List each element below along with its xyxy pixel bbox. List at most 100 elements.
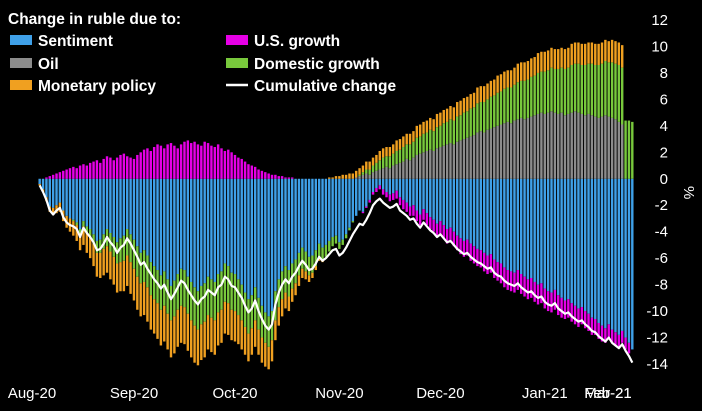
- bar-us-growth: [395, 190, 398, 199]
- bar-monetary-policy: [432, 119, 435, 132]
- bar-sentiment: [213, 178, 216, 282]
- bar-sentiment: [493, 178, 496, 260]
- bar-sentiment: [617, 178, 621, 335]
- bar-sentiment: [530, 178, 533, 278]
- bar-oil: [418, 153, 422, 179]
- bar-monetary-policy: [112, 256, 115, 285]
- bar-monetary-policy: [250, 328, 254, 355]
- bar-monetary-policy: [274, 320, 277, 341]
- bar-sentiment: [499, 178, 503, 264]
- bar-us-growth: [476, 248, 479, 267]
- bar-domestic-growth: [550, 67, 553, 112]
- bar-monetary-policy: [560, 47, 563, 68]
- bar-monetary-policy: [78, 233, 82, 251]
- bar-oil: [597, 117, 600, 179]
- bar-oil: [580, 113, 584, 179]
- bar-monetary-policy: [51, 207, 55, 215]
- bar-domestic-growth: [610, 62, 614, 118]
- bar-us-growth: [88, 162, 92, 179]
- bar-domestic-growth: [378, 160, 381, 170]
- bar-us-growth: [577, 308, 580, 327]
- bar-domestic-growth: [159, 275, 163, 310]
- bar-domestic-growth: [546, 70, 550, 113]
- x-axis: Aug-20 Sep-20 Oct-20 Nov-20 Dec-20 Jan-21 Feb-…: [8, 385, 632, 402]
- bar-monetary-policy: [594, 43, 597, 65]
- bar-domestic-growth: [449, 119, 452, 144]
- x-tick-label: Jan-21: [522, 385, 568, 402]
- bar-domestic-growth: [193, 287, 196, 326]
- bar-monetary-policy: [358, 168, 361, 175]
- bar-monetary-policy: [442, 109, 445, 124]
- bar-sentiment: [351, 178, 355, 222]
- bar-monetary-policy: [425, 120, 429, 133]
- bar-oil: [395, 164, 398, 179]
- bar-us-growth: [479, 250, 482, 268]
- bar-sentiment: [109, 178, 112, 234]
- bar-domestic-growth: [220, 271, 223, 310]
- bar-sentiment: [418, 178, 422, 215]
- bar-us-growth: [65, 169, 68, 179]
- bar-us-growth: [105, 156, 109, 179]
- bar-sentiment: [287, 178, 291, 271]
- bar-domestic-growth: [176, 274, 179, 310]
- bar-us-growth: [550, 292, 553, 313]
- bar-domestic-growth: [405, 144, 408, 159]
- bar-oil: [513, 120, 516, 179]
- bar-sentiment: [129, 178, 132, 235]
- bar-domestic-growth: [75, 222, 78, 226]
- bar-sentiment: [408, 178, 412, 207]
- bar-monetary-policy: [270, 340, 274, 362]
- bar-monetary-policy: [280, 299, 284, 317]
- bar-sentiment: [385, 178, 388, 192]
- bar-sentiment: [469, 178, 472, 244]
- bar-monetary-policy: [439, 112, 442, 126]
- bar-monetary-policy: [516, 63, 520, 83]
- bar-domestic-growth: [132, 239, 136, 269]
- bar-domestic-growth: [590, 63, 594, 116]
- bar-monetary-policy: [405, 133, 408, 145]
- bar-sentiment: [375, 178, 378, 189]
- bar-domestic-growth: [72, 219, 75, 222]
- bar-monetary-policy: [233, 311, 237, 342]
- bar-domestic-growth: [216, 274, 220, 313]
- bar-domestic-growth: [149, 262, 153, 296]
- bar-oil: [496, 125, 499, 179]
- bar-domestic-growth: [203, 283, 206, 322]
- bar-us-growth: [594, 319, 597, 335]
- bar-sentiment: [193, 178, 196, 288]
- bar-domestic-growth: [240, 284, 243, 321]
- bar-monetary-policy: [338, 176, 341, 179]
- bar-us-growth: [540, 283, 543, 304]
- bar-us-growth: [557, 295, 560, 316]
- bar-sentiment: [274, 178, 277, 292]
- bar-us-growth: [284, 177, 287, 179]
- bar-us-growth: [425, 213, 429, 226]
- bar-sentiment: [317, 178, 321, 244]
- bar-domestic-growth: [476, 103, 479, 133]
- bar-monetary-policy: [590, 42, 594, 64]
- bar-us-growth: [466, 239, 469, 256]
- bar-us-growth: [119, 154, 122, 179]
- bar-sentiment: [381, 178, 385, 190]
- bar-oil: [526, 117, 530, 179]
- bar-monetary-policy: [122, 260, 126, 292]
- bar-us-growth: [260, 170, 264, 179]
- bar-oil: [607, 116, 610, 179]
- bar-sentiment: [540, 178, 543, 284]
- bar-monetary-policy: [166, 313, 169, 350]
- bar-sentiment: [45, 178, 48, 198]
- bar-us-growth: [378, 185, 381, 190]
- bar-domestic-growth: [580, 64, 584, 114]
- bar-sentiment: [489, 178, 493, 255]
- bar-monetary-policy: [176, 309, 179, 347]
- bar-us-growth: [526, 279, 530, 300]
- bar-oil: [493, 127, 496, 179]
- bar-us-growth: [519, 274, 523, 294]
- bar-sentiment: [216, 178, 220, 275]
- bar-domestic-growth: [408, 144, 412, 161]
- bar-sentiment: [314, 178, 317, 251]
- bar-monetary-policy: [317, 258, 321, 261]
- bar-sentiment: [156, 178, 159, 271]
- y-tick-label: 6: [660, 91, 668, 108]
- bar-domestic-growth: [496, 92, 499, 126]
